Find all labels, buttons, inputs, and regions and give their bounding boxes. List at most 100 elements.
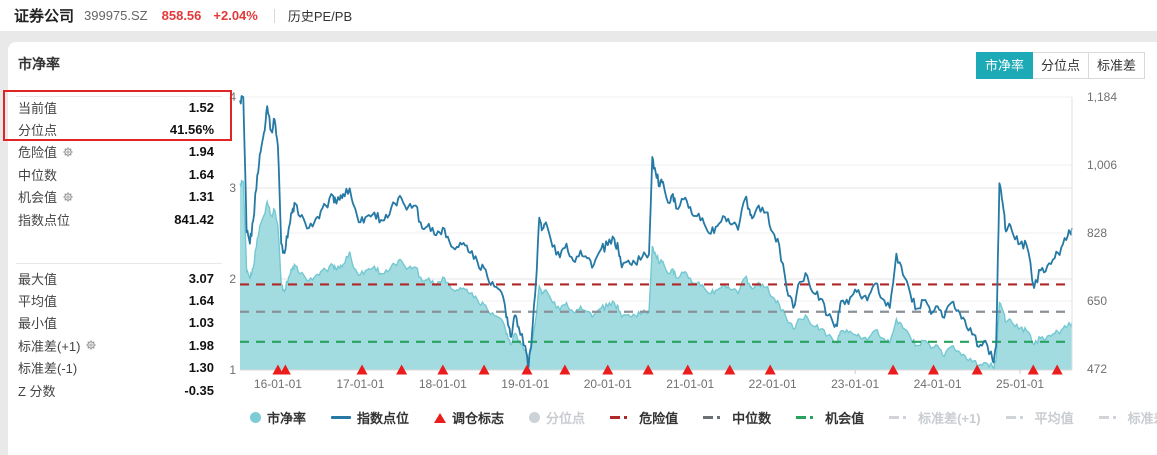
legend-label: 标准差(-1) [1127, 411, 1157, 426]
svg-text:650: 650 [1087, 294, 1107, 308]
legend-label: 中位数 [732, 411, 772, 426]
stat-row: 标准差(-1) 1.30 [18, 357, 214, 379]
svg-text:16-01-01: 16-01-01 [254, 377, 302, 391]
stat-row: 当前值 1.52 [18, 96, 214, 118]
stat-row: 最大值 3.07 [18, 267, 214, 289]
stat-label: 指数点位 [18, 212, 71, 228]
svg-text:4: 4 [229, 90, 236, 104]
stat-label: 危险值 [18, 142, 74, 161]
svg-text:1: 1 [229, 363, 236, 377]
legend-label: 标准差(+1) [918, 411, 981, 426]
rebalance-triangle-icon [602, 364, 614, 375]
rebalance-triangle-icon [478, 364, 490, 375]
content-card: 市净率 市净率 分位点 标准差 当前值 1.52 分位点 41.56% 危险值 1.94 中… [3, 42, 1157, 455]
menu-history-pepb[interactable]: 历史PE/PB [287, 9, 353, 24]
stat-value: 1.94 [188, 144, 214, 160]
stat-value: 1.52 [188, 99, 214, 115]
stat-value: -0.35 [184, 382, 214, 398]
legend-label: 机会值 [825, 411, 865, 426]
x-axis: 16-01-01 17-01-01 18-01-01 19-01-01 20-01-01… [254, 370, 1044, 391]
legend-item-circle[interactable]: 市净率 [250, 408, 306, 427]
rebalance-triangle-icon [1051, 364, 1063, 375]
rebalance-triangle-icon [764, 364, 776, 375]
rebalance-markers [272, 364, 1063, 375]
stats-divider-1 [16, 96, 222, 97]
rebalance-triangle-icon [279, 364, 291, 375]
legend-item-dashdot[interactable]: 机会值 [796, 408, 864, 427]
rebalance-triangle-icon [1027, 364, 1039, 375]
stat-label: 标准差(-1) [18, 361, 78, 377]
chart-legend: 市净率 指数点位 调仓标志 分位点 危险值 中位数 机会值 标准差(+1) 平均值 标准差(-1) [250, 408, 1157, 427]
stat-value: 1.64 [188, 166, 214, 182]
index-name: 证券公司 [14, 8, 75, 25]
rebalance-triangle-icon [521, 364, 533, 375]
svg-text:2: 2 [229, 272, 236, 286]
legend-label: 分位点 [546, 411, 586, 426]
stat-value: 3.07 [188, 270, 214, 286]
stat-row: 分位点 41.56% [18, 118, 214, 140]
stat-label: 最大值 [18, 271, 58, 287]
legend-item-line[interactable]: 指数点位 [331, 408, 409, 427]
pb-area-edge [239, 179, 1073, 370]
stat-row: 机会值 1.31 [18, 186, 214, 208]
legend-item-dashdot[interactable]: 标准差(-1) [1098, 408, 1157, 427]
dashdot-swatch-icon [1098, 416, 1122, 419]
legend-label: 调仓标志 [452, 411, 505, 426]
dashdot-swatch-icon [703, 416, 727, 419]
circle-swatch-icon [529, 412, 541, 423]
legend-item-dashdot[interactable]: 中位数 [703, 408, 771, 427]
metric-tab-group: 市净率 分位点 标准差 [975, 52, 1145, 79]
gear-icon[interactable] [62, 146, 74, 158]
stat-row: 标准差(+1) 1.98 [18, 334, 214, 356]
header-bar: 证券公司 399975.SZ 858.56 +2.04% 历史PE/PB [0, 0, 1157, 31]
stat-label: 机会值 [18, 187, 74, 206]
stat-value: 1.98 [188, 337, 214, 353]
stats-group-2: 最大值 3.07 平均值 1.64 最小值 1.03 标准差(+1) 1.98 标准差(-1) 1… [18, 267, 214, 401]
panel-title: 市净率 [18, 56, 60, 72]
rebalance-triangle-icon [682, 364, 694, 375]
tab-percentile[interactable]: 分位点 [1031, 52, 1089, 79]
stat-row: 中位数 1.64 [18, 163, 214, 185]
pb-index-chart[interactable]: 16-01-01 17-01-01 18-01-01 19-01-01 20-01-01… [228, 88, 1157, 403]
gear-icon[interactable] [85, 339, 97, 351]
stat-row: 指数点位 841.42 [18, 208, 214, 230]
tab-stddev[interactable]: 标准差 [1087, 52, 1145, 79]
rebalance-triangle-icon [927, 364, 939, 375]
rebalance-triangle-icon [971, 364, 983, 375]
rebalance-triangle-icon [272, 364, 284, 375]
stat-label: 分位点 [18, 123, 58, 139]
svg-text:23-01-01: 23-01-01 [831, 377, 879, 391]
tab-pb[interactable]: 市净率 [975, 52, 1033, 79]
stat-value: 841.42 [174, 211, 214, 227]
stat-row: Z 分数 -0.35 [18, 379, 214, 401]
header-divider [273, 8, 275, 23]
gear-icon[interactable] [62, 191, 74, 203]
dashdot-swatch-icon [796, 416, 820, 419]
svg-text:22-01-01: 22-01-01 [749, 377, 797, 391]
legend-item-dashdot[interactable]: 标准差(+1) [889, 408, 981, 427]
legend-item-dashdot[interactable]: 危险值 [610, 408, 678, 427]
dashdot-swatch-icon [1005, 416, 1029, 419]
stat-label: 平均值 [18, 294, 58, 310]
rebalance-triangle-icon [437, 364, 449, 375]
svg-text:19-01-01: 19-01-01 [501, 377, 549, 391]
legend-item-dashdot[interactable]: 平均值 [1005, 408, 1074, 427]
rebalance-triangle-icon [396, 364, 408, 375]
rebalance-triangle-icon [356, 364, 368, 375]
stat-label: 中位数 [18, 167, 58, 183]
legend-item-triangle[interactable]: 调仓标志 [434, 408, 504, 427]
y-axis-left: 4 3 2 1 [229, 90, 236, 377]
index-price: 858.56 [161, 8, 202, 23]
stat-label: 标准差(+1) [18, 336, 97, 355]
stats-divider-2 [16, 263, 222, 264]
stat-row: 危险值 1.94 [18, 141, 214, 163]
stat-label: 最小值 [18, 316, 58, 332]
stat-value: 41.56% [169, 122, 214, 138]
rebalance-triangle-icon [887, 364, 899, 375]
legend-label: 指数点位 [357, 411, 410, 426]
stat-value: 1.31 [188, 189, 214, 205]
y-axis-right: 1,184 1,006 828 650 472 [1087, 90, 1117, 376]
pb-area-series [240, 180, 1072, 370]
legend-item-circle[interactable]: 分位点 [529, 408, 585, 427]
circle-swatch-icon [250, 412, 261, 423]
